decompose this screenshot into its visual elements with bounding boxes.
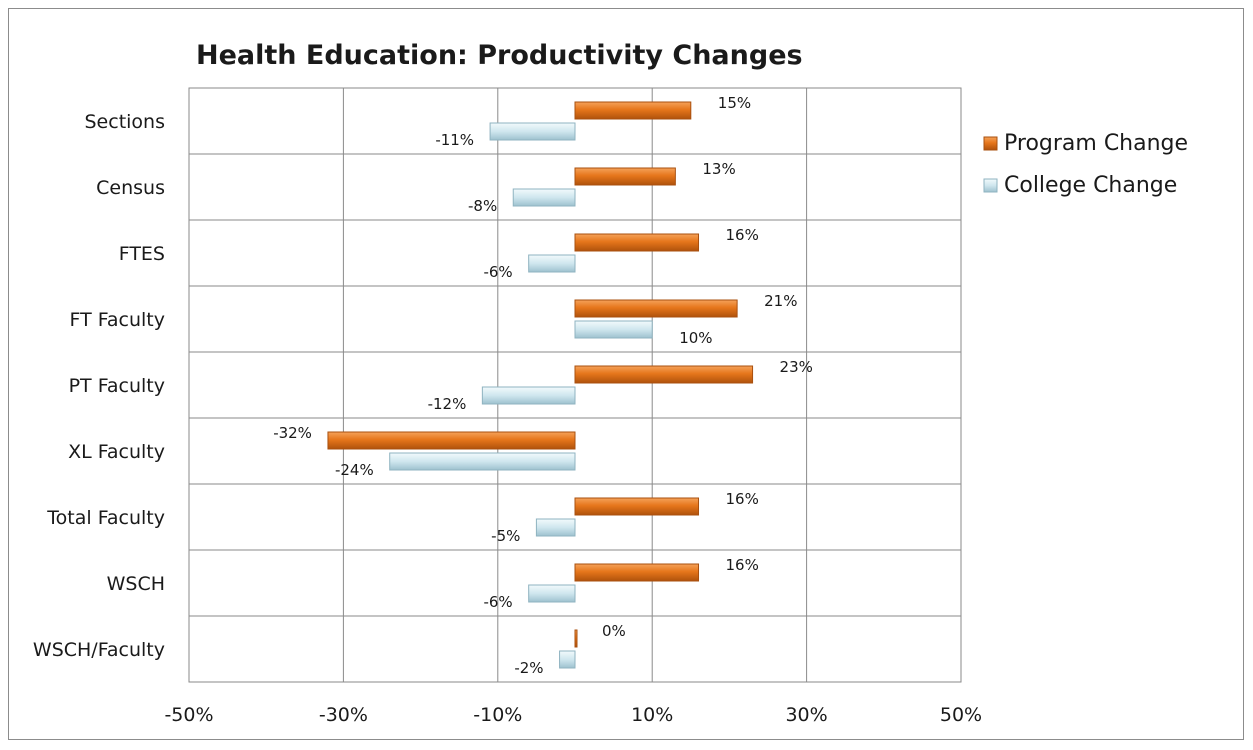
bar-college-change bbox=[389, 452, 576, 471]
bar-program-change bbox=[574, 365, 754, 384]
data-label: -2% bbox=[514, 659, 543, 677]
bar-program-change bbox=[574, 167, 676, 186]
data-label: 16% bbox=[726, 556, 759, 574]
data-label: -12% bbox=[428, 395, 467, 413]
data-label: 10% bbox=[679, 329, 712, 347]
bar-program-change bbox=[574, 563, 700, 582]
data-label: -11% bbox=[435, 131, 474, 149]
legend-label: Program Change bbox=[1004, 131, 1188, 156]
data-label: 13% bbox=[702, 160, 735, 178]
category-label: WSCH/Faculty bbox=[33, 639, 165, 661]
data-label: -8% bbox=[468, 197, 497, 215]
category-label: Sections bbox=[85, 111, 166, 133]
bar-college-change bbox=[528, 584, 576, 603]
plot-area bbox=[188, 87, 962, 683]
data-label: -32% bbox=[273, 424, 312, 442]
data-label: -24% bbox=[335, 461, 374, 479]
category-label: XL Faculty bbox=[68, 441, 165, 463]
category-label: Total Faculty bbox=[46, 507, 165, 529]
data-label: 0% bbox=[602, 622, 626, 640]
data-label: 16% bbox=[726, 226, 759, 244]
chart-title: Health Education: Productivity Changes bbox=[196, 40, 803, 71]
bar-college-change bbox=[512, 188, 576, 207]
data-label: -5% bbox=[491, 527, 520, 545]
x-tick-label: 50% bbox=[940, 704, 982, 726]
category-label: WSCH bbox=[107, 573, 165, 595]
legend-label: College Change bbox=[1004, 173, 1177, 198]
bar-program-change bbox=[574, 497, 700, 516]
chart-frame: Health Education: Productivity Changes -… bbox=[8, 8, 1244, 740]
x-tick-label: 10% bbox=[631, 704, 673, 726]
category-label: FT Faculty bbox=[69, 309, 165, 331]
legend-swatch-college bbox=[983, 178, 998, 193]
data-label: 21% bbox=[764, 292, 797, 310]
bar-program-change bbox=[574, 299, 738, 318]
bar-college-change bbox=[574, 320, 653, 339]
legend: Program Change College Change bbox=[983, 131, 1188, 198]
data-label: 15% bbox=[718, 94, 751, 112]
bar-program-change bbox=[574, 101, 692, 120]
bar-college-change bbox=[535, 518, 576, 537]
x-tick-label: -50% bbox=[164, 704, 213, 726]
bar-college-change bbox=[489, 122, 576, 141]
bar-college-change bbox=[559, 650, 576, 669]
data-label: 23% bbox=[780, 358, 813, 376]
data-label: 16% bbox=[726, 490, 759, 508]
bar-college-change bbox=[481, 386, 576, 405]
legend-swatch-program bbox=[983, 136, 998, 151]
bar-program-change bbox=[574, 233, 700, 252]
bar-college-change bbox=[528, 254, 576, 273]
data-label: -6% bbox=[483, 593, 512, 611]
data-label: -6% bbox=[483, 263, 512, 281]
category-label: PT Faculty bbox=[69, 375, 165, 397]
category-label: FTES bbox=[119, 243, 165, 265]
bar-program-change bbox=[327, 431, 576, 450]
x-tick-label: 30% bbox=[785, 704, 827, 726]
bar-chart: Health Education: Productivity Changes -… bbox=[33, 40, 1188, 726]
bar-program-change bbox=[574, 629, 578, 648]
category-label: Census bbox=[96, 177, 165, 199]
x-tick-label: -10% bbox=[473, 704, 522, 726]
x-tick-label: -30% bbox=[319, 704, 368, 726]
